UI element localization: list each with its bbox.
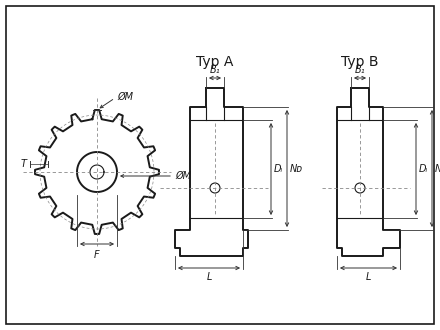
Text: Nᴅ: Nᴅ (290, 163, 303, 174)
Text: L: L (206, 272, 212, 282)
Text: Typ A: Typ A (196, 55, 234, 69)
Text: B₁: B₁ (355, 65, 365, 75)
Text: F: F (94, 250, 100, 260)
Text: L: L (366, 272, 371, 282)
Text: B₁: B₁ (210, 65, 220, 75)
Text: Dₗ: Dₗ (419, 164, 428, 174)
Text: ØM: ØM (117, 92, 133, 102)
Text: Dₗ: Dₗ (274, 164, 283, 174)
Text: Typ B: Typ B (341, 55, 379, 69)
Text: ØM: ØM (175, 171, 191, 181)
Text: Nᴅ: Nᴅ (435, 163, 440, 174)
Text: T: T (21, 159, 27, 169)
